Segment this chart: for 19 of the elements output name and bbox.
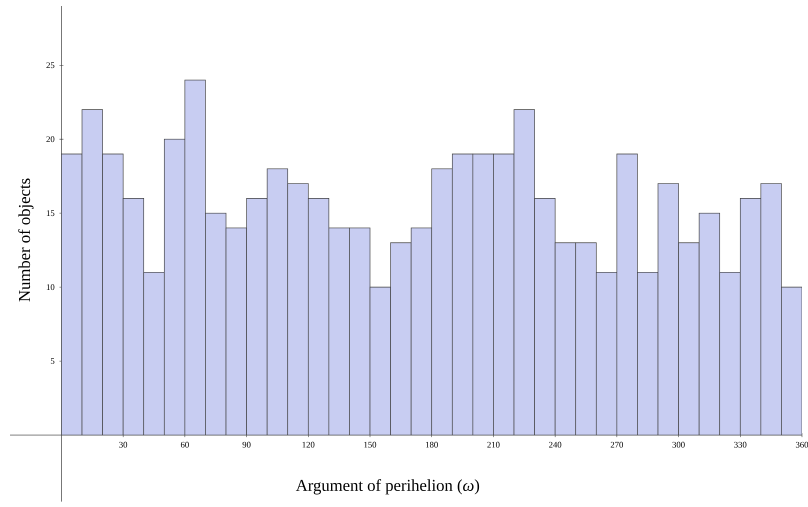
y-tick-label: 10 bbox=[46, 284, 54, 290]
x-tick-label: 90 bbox=[242, 442, 251, 448]
x-tick-label: 150 bbox=[364, 442, 376, 448]
x-tick-label: 120 bbox=[302, 442, 314, 448]
y-tick-label: 5 bbox=[50, 358, 54, 364]
y-tick-label: 20 bbox=[46, 136, 54, 142]
x-tick-label: 300 bbox=[672, 442, 685, 448]
x-tick-label: 270 bbox=[610, 442, 624, 448]
x-tick-label: 360 bbox=[796, 442, 808, 448]
x-axis-title: Argument of perihelion (ω) bbox=[296, 479, 480, 494]
y-tick-label: 25 bbox=[46, 62, 54, 68]
x-tick-label: 210 bbox=[487, 442, 500, 448]
x-tick-label: 180 bbox=[426, 442, 438, 448]
x-tick-label: 240 bbox=[549, 442, 562, 448]
x-tick-label: 60 bbox=[180, 442, 189, 448]
x-tick-label: 330 bbox=[734, 442, 746, 448]
y-tick-label: 15 bbox=[46, 210, 54, 216]
y-axis-title: Number of objects bbox=[18, 178, 34, 302]
x-tick-label: 30 bbox=[119, 442, 128, 448]
